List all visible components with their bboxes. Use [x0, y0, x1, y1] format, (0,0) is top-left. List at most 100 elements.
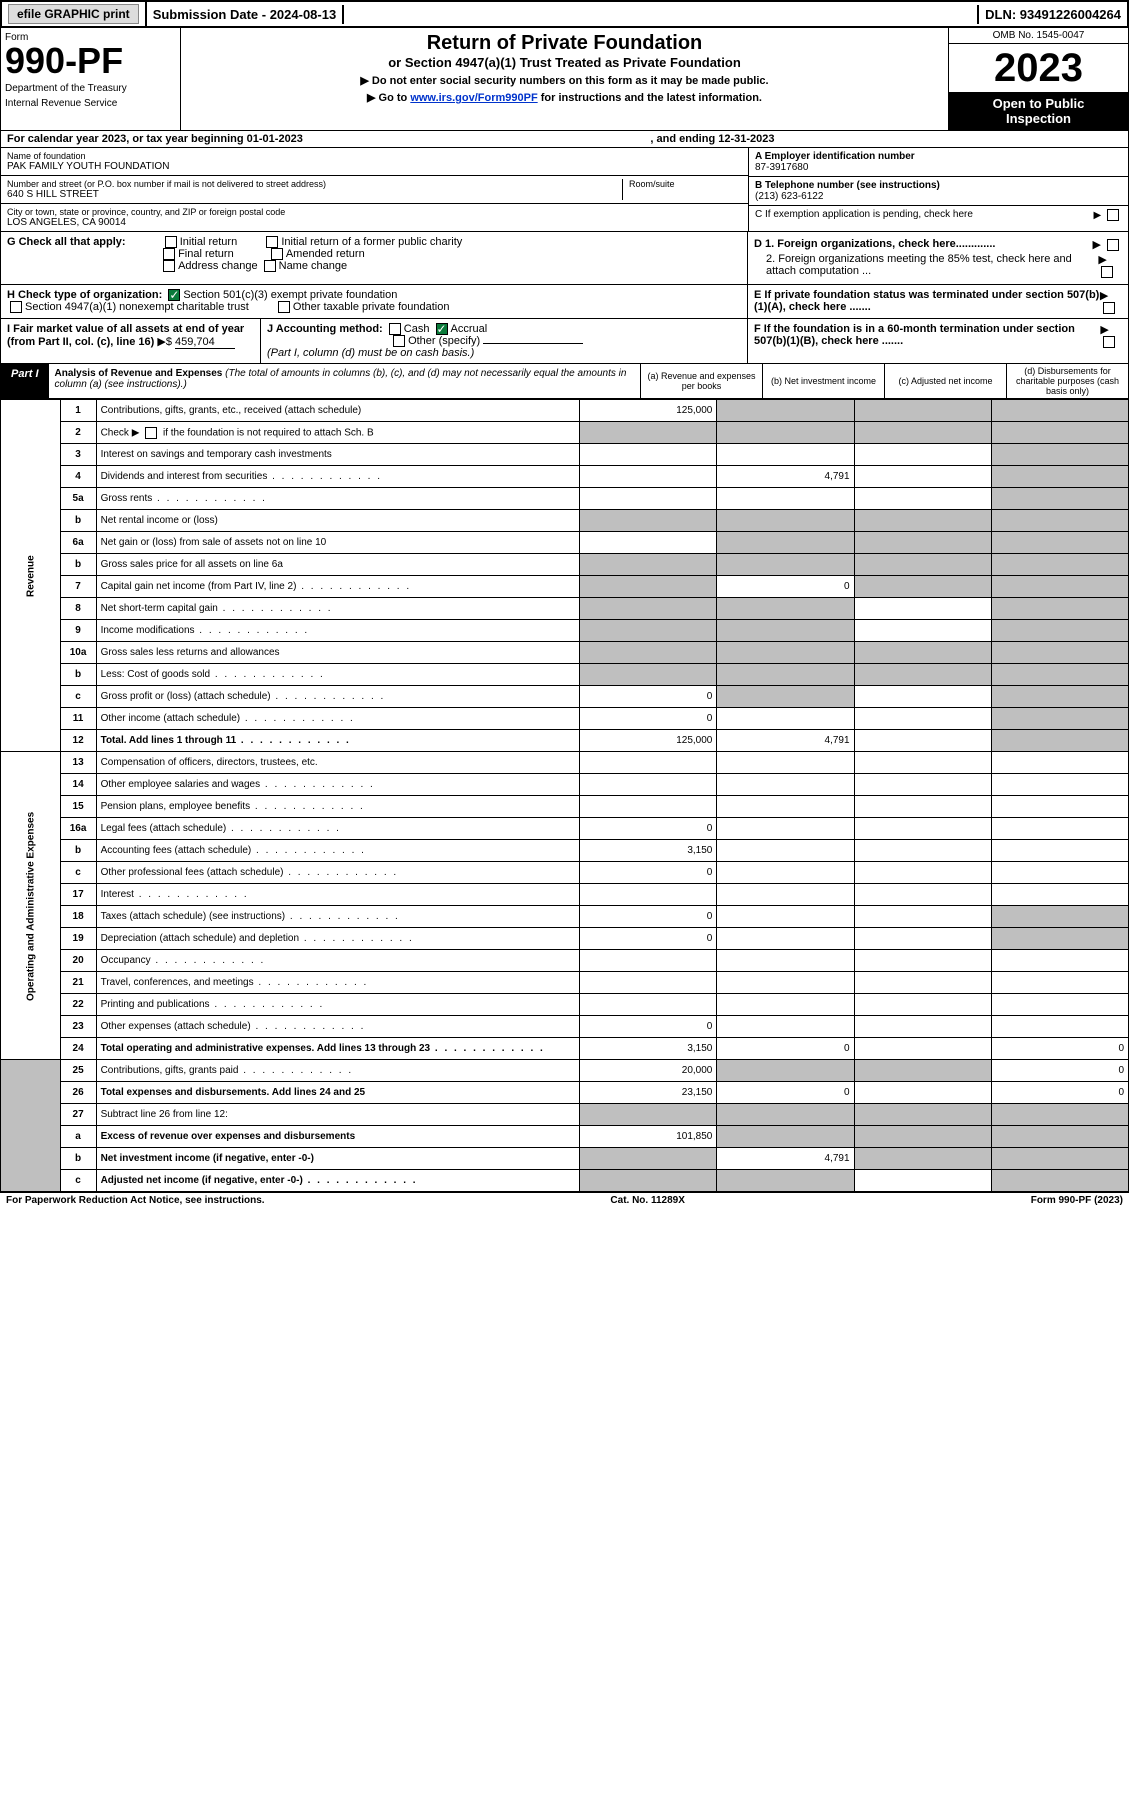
part-i-badge: Part I — [1, 364, 49, 398]
goto-note: ▶ Go to www.irs.gov/Form990PF for instru… — [185, 91, 944, 104]
table-row: 10aGross sales less returns and allowanc… — [1, 642, 1129, 664]
accrual-checkbox[interactable] — [436, 323, 448, 335]
table-row: 24Total operating and administrative exp… — [1, 1038, 1129, 1060]
cash-label: Cash — [404, 323, 430, 335]
open-line1: Open to Public — [953, 96, 1124, 111]
initial-former-checkbox[interactable] — [266, 236, 278, 248]
f-checkbox[interactable] — [1103, 336, 1115, 348]
d2-checkbox[interactable] — [1101, 266, 1113, 278]
d1-label: D 1. Foreign organizations, check here..… — [754, 238, 995, 251]
col-a-header: (a) Revenue and expenses per books — [640, 364, 762, 398]
table-row: bLess: Cost of goods sold — [1, 664, 1129, 686]
table-row: 12Total. Add lines 1 through 11125,0004,… — [1, 730, 1129, 752]
e-label: E If private foundation status was termi… — [754, 289, 1100, 314]
year-begin: For calendar year 2023, or tax year begi… — [7, 133, 303, 145]
sec4947-label: Section 4947(a)(1) nonexempt charitable … — [25, 301, 249, 313]
table-row: 16aLegal fees (attach schedule)0 — [1, 818, 1129, 840]
city-state-zip: LOS ANGELES, CA 90014 — [7, 217, 742, 228]
table-row: 18Taxes (attach schedule) (see instructi… — [1, 906, 1129, 928]
j-note: (Part I, column (d) must be on cash basi… — [267, 347, 474, 359]
dln-label: DLN: 93491226004264 — [977, 5, 1127, 24]
sch-b-checkbox[interactable] — [145, 427, 157, 439]
table-row: cOther professional fees (attach schedul… — [1, 862, 1129, 884]
sec501-checkbox[interactable] — [168, 289, 180, 301]
other-taxable-checkbox[interactable] — [278, 301, 290, 313]
dept-treasury: Department of the Treasury — [5, 83, 176, 94]
part-i-title: Analysis of Revenue and Expenses — [55, 368, 223, 379]
g-label: G Check all that apply: — [7, 236, 126, 248]
e-checkbox[interactable] — [1103, 302, 1115, 314]
table-row: 26Total expenses and disbursements. Add … — [1, 1082, 1129, 1104]
table-row: 4Dividends and interest from securities4… — [1, 466, 1129, 488]
initial-return-label: Initial return — [180, 236, 237, 248]
table-row: 8Net short-term capital gain — [1, 598, 1129, 620]
goto-post: for instructions and the latest informat… — [538, 92, 762, 104]
revenue-side-label: Revenue — [1, 400, 61, 752]
accrual-label: Accrual — [451, 323, 488, 335]
table-row: 20Occupancy — [1, 950, 1129, 972]
table-row: 23Other expenses (attach schedule)0 — [1, 1016, 1129, 1038]
form-header: Form 990-PF Department of the Treasury I… — [0, 28, 1129, 131]
f-label: F If the foundation is in a 60-month ter… — [754, 323, 1100, 359]
table-row: Operating and Administrative Expenses 13… — [1, 752, 1129, 774]
dept-irs: Internal Revenue Service — [5, 98, 176, 109]
table-row: 11Other income (attach schedule)0 — [1, 708, 1129, 730]
table-row: bNet rental income or (loss) — [1, 510, 1129, 532]
table-row: Revenue 1Contributions, gifts, grants, e… — [1, 400, 1129, 422]
exemption-pending-label: C If exemption application is pending, c… — [755, 209, 973, 220]
col-c-header: (c) Adjusted net income — [884, 364, 1006, 398]
col-b-header: (b) Net investment income — [762, 364, 884, 398]
form-title: Return of Private Foundation — [185, 32, 944, 55]
address: 640 S HILL STREET — [7, 189, 622, 200]
table-row: 6aNet gain or (loss) from sale of assets… — [1, 532, 1129, 554]
initial-return-checkbox[interactable] — [165, 236, 177, 248]
address-change-label: Address change — [178, 260, 258, 272]
address-change-checkbox[interactable] — [163, 260, 175, 272]
expenses-side-label: Operating and Administrative Expenses — [1, 752, 61, 1060]
ssn-warning: ▶ Do not enter social security numbers o… — [185, 74, 944, 87]
form-number: 990-PF — [5, 43, 176, 79]
open-to-public: Open to Public Inspection — [949, 92, 1128, 130]
irs-link[interactable]: www.irs.gov/Form990PF — [410, 92, 537, 104]
other-method-checkbox[interactable] — [393, 335, 405, 347]
table-row: aExcess of revenue over expenses and dis… — [1, 1126, 1129, 1148]
paperwork-notice: For Paperwork Reduction Act Notice, see … — [6, 1195, 265, 1206]
efile-print-button[interactable]: efile GRAPHIC print — [2, 2, 147, 26]
ein-label: A Employer identification number — [755, 151, 1122, 162]
initial-former-label: Initial return of a former public charit… — [281, 236, 462, 248]
goto-pre: ▶ Go to — [367, 92, 410, 104]
exemption-checkbox[interactable] — [1107, 209, 1119, 221]
address-label: Number and street (or P.O. box number if… — [7, 179, 622, 189]
section-g-d: G Check all that apply: Initial return I… — [0, 232, 1129, 285]
table-row: 25Contributions, gifts, grants paid20,00… — [1, 1060, 1129, 1082]
cash-checkbox[interactable] — [389, 323, 401, 335]
table-row: bGross sales price for all assets on lin… — [1, 554, 1129, 576]
part-i-table: Revenue 1Contributions, gifts, grants, e… — [0, 399, 1129, 1192]
fmv-value: 459,704 — [175, 336, 235, 349]
sec4947-checkbox[interactable] — [10, 301, 22, 313]
calendar-year-row: For calendar year 2023, or tax year begi… — [0, 131, 1129, 148]
section-h-e: H Check type of organization: Section 50… — [0, 285, 1129, 319]
final-return-checkbox[interactable] — [163, 248, 175, 260]
omb-number: OMB No. 1545-0047 — [949, 28, 1128, 44]
j-label: J Accounting method: — [267, 323, 383, 335]
table-row: 14Other employee salaries and wages — [1, 774, 1129, 796]
other-method-label: Other (specify) — [408, 335, 480, 347]
table-row: bAccounting fees (attach schedule)3,150 — [1, 840, 1129, 862]
phone-value: (213) 623-6122 — [755, 191, 1122, 202]
d1-checkbox[interactable] — [1107, 239, 1119, 251]
h-label: H Check type of organization: — [7, 289, 162, 301]
section-i-j-f: I Fair market value of all assets at end… — [0, 319, 1129, 364]
d2-label: 2. Foreign organizations meeting the 85%… — [754, 253, 1098, 278]
table-row: 9Income modifications — [1, 620, 1129, 642]
amended-return-label: Amended return — [286, 248, 365, 260]
amended-return-checkbox[interactable] — [271, 248, 283, 260]
table-row: 5aGross rents — [1, 488, 1129, 510]
name-change-checkbox[interactable] — [264, 260, 276, 272]
final-return-label: Final return — [178, 248, 234, 260]
open-line2: Inspection — [953, 111, 1124, 126]
form-subtitle: or Section 4947(a)(1) Trust Treated as P… — [185, 55, 944, 70]
phone-label: B Telephone number (see instructions) — [755, 180, 1122, 191]
cat-number: Cat. No. 11289X — [610, 1195, 684, 1206]
form-reference: Form 990-PF (2023) — [1031, 1195, 1123, 1206]
